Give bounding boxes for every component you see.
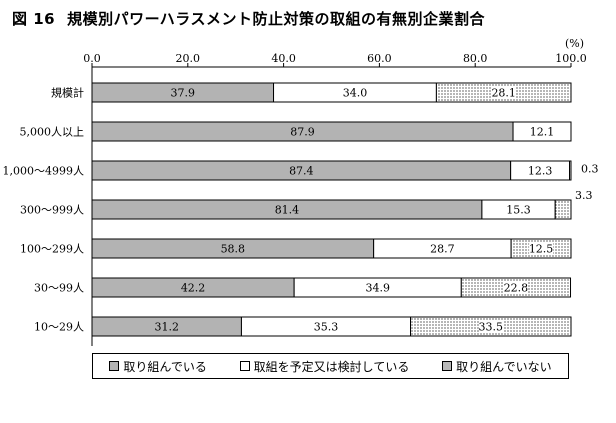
data-label-bg [503,281,528,294]
data-label: 81.4 [275,204,300,217]
data-label: 34.0 [343,87,368,100]
data-label: 87.9 [290,126,315,139]
legend-item-planning: 取組を予定又は検討している [239,358,410,375]
legend-swatch-white [239,361,250,371]
chart-title: 図 16 規模別パワーハラスメント防止対策の取組の有無別企業割合 [12,8,485,29]
category-label: 300～999人 [20,204,84,217]
data-label: 42.2 [181,282,206,295]
bar-segment [554,199,572,220]
data-label: 33.5 [479,321,504,334]
data-label: 12.1 [530,126,555,139]
data-label: 3.3 [575,189,593,202]
category-label: 10～29人 [34,321,84,334]
x-tick-label: 20.0 [176,52,201,65]
legend-item-implementing: 取り組んでいる [109,358,207,375]
category-label: 100～299人 [20,243,84,256]
category-label: 30～99人 [34,282,84,295]
legend-label-implementing: 取り組んでいる [123,359,207,374]
data-label: 28.1 [491,87,516,100]
chart-title-text: 規模別パワーハラスメント防止対策の取組の有無別企業割合 [67,10,486,28]
data-label: 22.8 [504,282,529,295]
data-label-bg [529,242,554,255]
chart-legend: 取り組んでいる 取組を予定又は検討している 取り組んでいない [92,353,569,379]
data-label: 12.3 [528,165,553,178]
x-tick-label: 80.0 [463,52,488,65]
category-label: 1,000～4999人 [3,165,85,178]
data-label: 12.5 [529,243,554,256]
x-tick-label: 0.0 [83,52,101,65]
bar-segment [569,160,572,181]
data-label: 87.4 [289,165,314,178]
legend-swatch-dotted [442,361,453,371]
data-label-bg [491,86,516,99]
data-label: 37.9 [171,87,196,100]
unit-label: (%) [565,37,584,50]
category-label: 5,000人以上 [20,126,85,139]
category-label: 規模計 [51,86,84,100]
data-label: 15.3 [506,204,531,217]
data-label: 31.2 [154,321,179,334]
legend-swatch-gray [109,361,120,371]
legend-label-not-implementing: 取り組んでいない [456,359,552,374]
legend-label-planning: 取組を予定又は検討している [253,359,410,374]
data-label: 28.7 [430,243,455,256]
x-tick-label: 40.0 [271,52,296,65]
x-tick-label: 60.0 [367,52,392,65]
x-tick-label: 100.0 [555,52,587,65]
data-label-bg [478,320,503,333]
legend-item-not-implementing: 取り組んでいない [442,358,552,375]
bar-segment [512,121,572,142]
data-label: 58.8 [221,243,246,256]
data-label: 34.9 [365,282,390,295]
figure-number: 図 16 [12,10,56,28]
data-label: 0.3 [581,163,599,176]
data-label: 35.3 [314,321,339,334]
